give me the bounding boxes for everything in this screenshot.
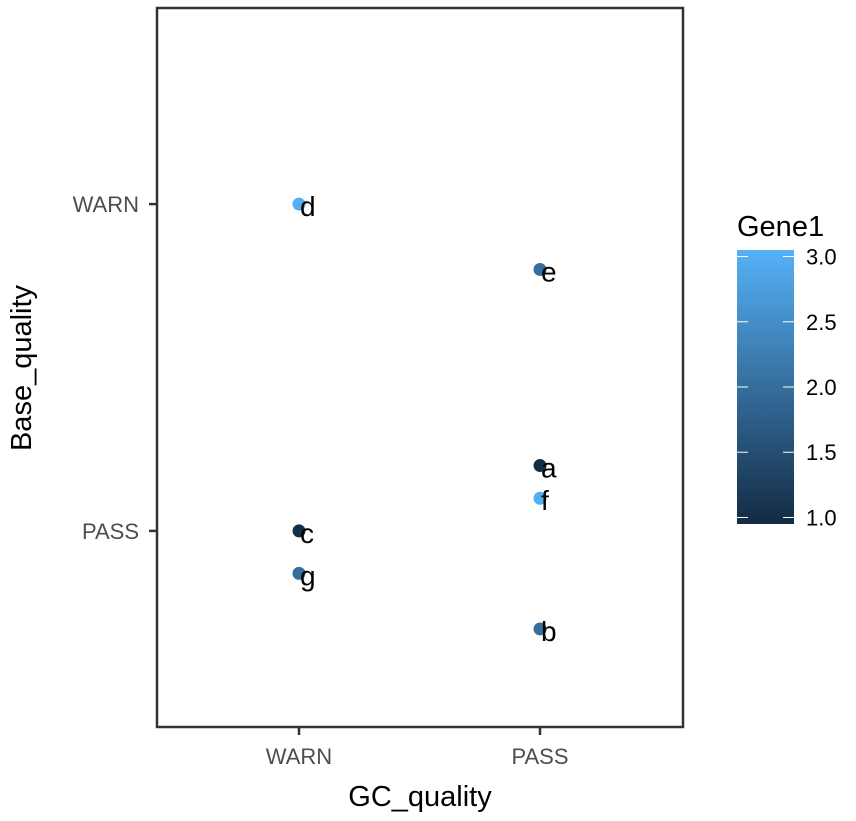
y-axis-title: Base_quality: [6, 284, 38, 451]
y-axis: PASS WARN: [73, 192, 157, 544]
point-label: g: [300, 560, 316, 591]
legend-label: 3.0: [806, 245, 837, 270]
point-label: f: [541, 485, 549, 516]
x-tick-label: WARN: [266, 744, 332, 769]
y-tick-label: WARN: [73, 192, 139, 217]
data-point: [292, 566, 306, 580]
points-layer: a b c d e f g: [292, 191, 557, 647]
point-label: b: [541, 616, 557, 647]
x-axis: WARN PASS: [266, 727, 569, 769]
point-label: e: [541, 256, 557, 287]
legend-label: 1.0: [806, 505, 837, 530]
legend-title: Gene1: [737, 211, 824, 243]
legend-label: 2.0: [806, 375, 837, 400]
legend-ticks: 1.0 1.5 2.0 2.5 3.0: [737, 245, 837, 530]
data-point: [292, 197, 306, 211]
point-label: d: [300, 191, 316, 222]
legend-label: 2.5: [806, 310, 837, 335]
point-label: a: [541, 453, 557, 484]
x-tick-label: PASS: [511, 744, 568, 769]
point-label: c: [300, 518, 314, 549]
data-point: [292, 524, 306, 538]
data-point: [533, 262, 547, 276]
plot-panel: [155, 6, 685, 729]
y-tick-label: PASS: [82, 519, 139, 544]
x-axis-title: GC_quality: [348, 781, 492, 813]
color-legend: Gene1 1.0 1.5 2.0 2.5 3.0: [737, 211, 837, 530]
data-point: [533, 622, 547, 636]
data-point: [533, 459, 547, 473]
data-point: [533, 491, 547, 505]
legend-label: 1.5: [806, 440, 837, 465]
